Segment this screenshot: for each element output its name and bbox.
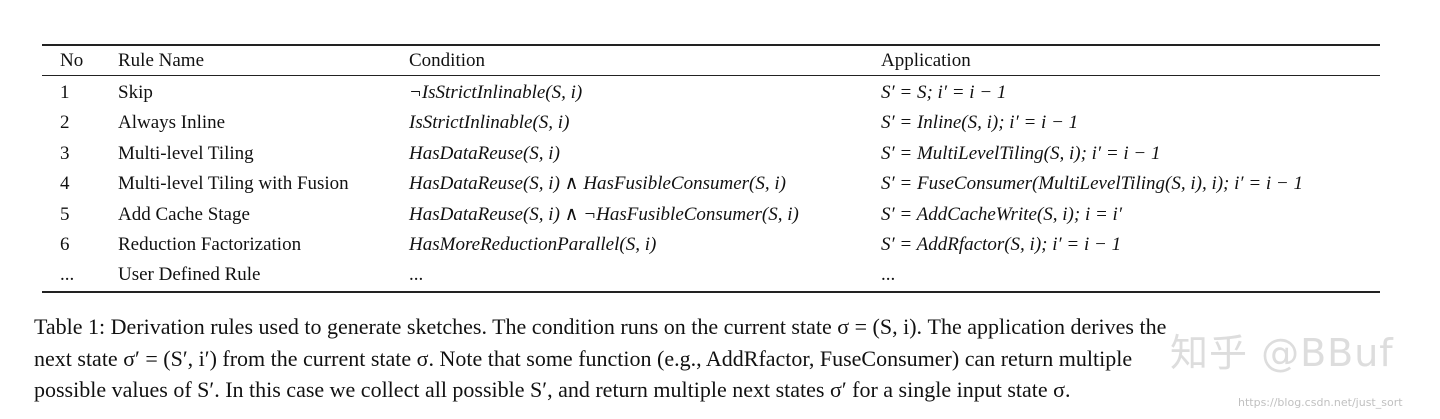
table-row-2-application: S′ = Inline(S, i); i′ = i − 1 <box>881 112 1079 133</box>
table-row-5-rule-name: Add Cache Stage <box>118 204 250 225</box>
table-row-2-condition: IsStrictInlinable(S, i) <box>409 112 570 133</box>
table-row-6-application: S′ = AddRfactor(S, i); i′ = i − 1 <box>881 234 1122 255</box>
table-row-4-condition: HasDataReuse(S, i) ∧ HasFusibleConsumer(… <box>409 173 786 194</box>
table-row-5-no: 5 <box>60 204 70 225</box>
table-row-5-application: S′ = AddCacheWrite(S, i); i = i′ <box>881 204 1122 225</box>
table-row-7-condition: ... <box>409 264 424 285</box>
table-row-3-condition: HasDataReuse(S, i) <box>409 143 560 164</box>
table-row-1-no: 1 <box>60 82 70 103</box>
table-row-7-no: ... <box>60 264 75 285</box>
header-application: Application <box>881 50 971 71</box>
table-row-7-application: ... <box>881 264 896 285</box>
table-row-3-rule-name: Multi-level Tiling <box>118 143 254 164</box>
table-row-1-condition: ¬IsStrictInlinable(S, i) <box>409 82 583 103</box>
caption-line-1: Table 1: Derivation rules used to genera… <box>34 314 1167 339</box>
table-row-7-rule-name: User Defined Rule <box>118 264 261 285</box>
table-row-6-condition: HasMoreReductionParallel(S, i) <box>409 234 657 255</box>
caption-line-2: next state σ′ = (S′, i′) from the curren… <box>34 345 1133 371</box>
table-row-2-no: 2 <box>60 112 70 133</box>
table-row-5-condition: HasDataReuse(S, i) ∧ ¬HasFusibleConsumer… <box>409 204 799 225</box>
table-row-4-no: 4 <box>60 173 70 194</box>
header-condition: Condition <box>409 50 486 71</box>
table-row-2-rule-name: Always Inline <box>118 112 226 133</box>
header-no: No <box>60 50 84 71</box>
table-row-3-application: S′ = MultiLevelTiling(S, i); i′ = i − 1 <box>881 143 1161 164</box>
table-row-1-rule-name: Skip <box>118 82 153 103</box>
table-top-rule <box>42 44 1380 46</box>
table-row-6-rule-name: Reduction Factorization <box>118 234 302 255</box>
table-row-4-application: S′ = FuseConsumer(MultiLevelTiling(S, i)… <box>881 173 1303 194</box>
table-row-1-application: S′ = S; i′ = i − 1 <box>881 82 1007 103</box>
header-rule-name: Rule Name <box>118 50 205 71</box>
table-row-3-no: 3 <box>60 143 70 164</box>
table-header-rule <box>42 75 1380 76</box>
watermark-url: https://blog.csdn.net/just_sort <box>1238 396 1403 409</box>
table-bottom-rule <box>42 291 1380 293</box>
table-row-6-no: 6 <box>60 234 70 255</box>
table-caption: Table 1: Derivation rules used to genera… <box>34 311 1404 406</box>
table-row-4-rule-name: Multi-level Tiling with Fusion <box>118 173 349 194</box>
watermark-text: 知乎 @BBuf <box>1170 331 1394 375</box>
caption-line-3: possible values of S′. In this case we c… <box>34 377 1071 402</box>
